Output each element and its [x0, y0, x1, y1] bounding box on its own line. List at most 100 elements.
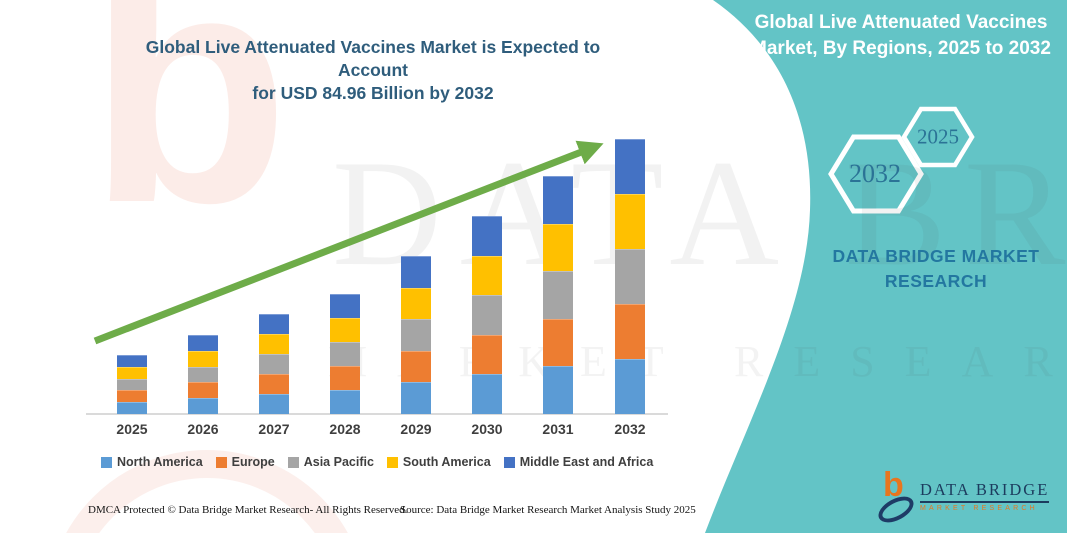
bar-segment	[543, 318, 573, 367]
legend-label: South America	[402, 455, 491, 469]
source-text: Source: Data Bridge Market Research Mark…	[400, 504, 696, 516]
x-axis-label: 2025	[116, 421, 148, 437]
bar-segment	[543, 176, 573, 224]
side-panel-brand-name: DATA BRIDGE MARKET RESEARCH	[795, 244, 1067, 294]
hexagon-year-2025: 2025	[917, 124, 959, 149]
bar-segment	[615, 304, 645, 359]
legend-swatch	[215, 456, 227, 468]
bars-layer: 2025 2026 2027 2028 2029 2030 2031 2032	[116, 139, 646, 437]
side-panel-title: Global Live Attenuated Vaccines Market, …	[742, 10, 1060, 62]
chart-legend: North America Europe Asia Pacific South Ame…	[101, 455, 653, 469]
bar-segment	[472, 216, 502, 256]
company-logo-text: DATA BRIDGE MARKET RESEARCH	[920, 474, 1050, 512]
bar-segment	[117, 355, 147, 367]
bar-segment	[543, 271, 573, 319]
stacked-bar-chart: 2025 2026 2027 2028 2029 2030 2031 2032	[86, 139, 668, 437]
chart-title-line1: Global Live Attenuated Vaccines Market i…	[145, 37, 601, 80]
hexagon-2025-outline	[901, 106, 975, 168]
bar-segment	[259, 374, 289, 394]
bar-segment	[330, 342, 360, 366]
legend-item: North America	[101, 455, 203, 469]
bar-segment	[259, 354, 289, 374]
legend-label: Asia Pacific	[303, 455, 374, 469]
legend-swatch	[386, 456, 398, 468]
bar-segment	[259, 394, 289, 414]
bar-segment	[401, 256, 431, 288]
brand-name-line1: DATA BRIDGE MARKET	[832, 246, 1040, 266]
stacked-bar-2028	[330, 294, 360, 414]
bar-segment	[543, 366, 573, 414]
x-axis-label: 2027	[258, 421, 290, 437]
side-panel-title-line1: Global Live Attenuated Vaccines	[754, 12, 1048, 33]
legend-item: South America	[386, 455, 491, 469]
stacked-bar-2025	[117, 355, 147, 414]
x-axis-label: 2030	[471, 421, 503, 437]
bar-segment	[615, 194, 645, 249]
bar-segment	[330, 318, 360, 342]
bar-segment	[472, 374, 502, 414]
bar-segment	[259, 314, 289, 334]
x-axis-label: 2031	[542, 421, 574, 437]
legend-label: Middle East and Africa	[519, 455, 654, 469]
chart-title: Global Live Attenuated Vaccines Market i…	[118, 36, 628, 105]
bar-segment	[117, 378, 147, 391]
logo-subtitle: MARKET RESEARCH	[920, 505, 1038, 512]
legend-swatch	[101, 456, 112, 468]
bar-segment	[188, 350, 218, 367]
bar-segment	[188, 382, 218, 399]
side-panel-background	[705, 0, 1067, 533]
stacked-bar-2032	[615, 139, 645, 414]
legend-item: Asia Pacific	[287, 455, 374, 469]
stacked-bar-2030	[472, 216, 502, 414]
side-panel-title-line2: Market, By Regions, 2025 to 2032	[751, 38, 1051, 59]
x-axis-label: 2029	[400, 421, 432, 437]
bar-segment	[543, 223, 573, 272]
chart-title-line2: for USD 84.96 Billion by 2032	[252, 83, 494, 103]
legend-item: Middle East and Africa	[503, 455, 654, 469]
hexagon-year-2032: 2032	[849, 159, 901, 188]
x-axis-line	[86, 413, 668, 415]
legend-label: Europe	[231, 455, 275, 469]
bar-segment	[615, 359, 645, 414]
x-axis-label: 2028	[329, 421, 361, 437]
stacked-bar-2027	[259, 314, 289, 414]
stacked-bar-2026	[188, 335, 218, 414]
company-logo: b DATA BRIDGE MARKET RESEARCH	[874, 466, 1050, 528]
x-axis-label: 2026	[187, 421, 219, 437]
bar-segment	[615, 139, 645, 194]
bar-segment	[188, 335, 218, 351]
legend-swatch	[287, 456, 299, 468]
logo-b-glyph: b	[883, 466, 904, 504]
bar-segment	[472, 295, 502, 335]
copyright-text: DMCA Protected © Data Bridge Market Rese…	[88, 504, 408, 516]
stacked-bar-2029	[401, 256, 431, 414]
bar-segment	[188, 398, 218, 414]
brand-name-line2: RESEARCH	[884, 271, 988, 291]
bar-segment	[259, 334, 289, 354]
bar-segment	[472, 334, 502, 375]
stacked-bar-2031	[543, 176, 573, 414]
bar-segment	[401, 287, 431, 320]
bar-segment	[117, 402, 147, 414]
bar-segment	[188, 366, 218, 383]
brand-watermark-subtext: MARKET RESEARCH	[328, 337, 1067, 386]
bar-segment	[472, 255, 502, 296]
bar-segment	[401, 350, 431, 383]
bar-segment	[330, 390, 360, 414]
x-axis-label: 2032	[614, 421, 646, 437]
legend-label: North America	[117, 455, 203, 469]
bar-segment	[401, 319, 431, 351]
legend-item: Europe	[215, 455, 275, 469]
legend-swatch	[503, 456, 515, 468]
logo-title: DATA BRIDGE	[920, 480, 1050, 503]
bar-segment	[615, 249, 645, 304]
bar-segment	[330, 294, 360, 318]
bar-segment	[117, 366, 147, 379]
hexagon-2032-outline	[828, 134, 924, 214]
company-logo-icon: b	[874, 466, 918, 528]
bar-segment	[401, 382, 431, 414]
bar-segment	[117, 390, 147, 403]
bar-segment	[330, 366, 360, 390]
